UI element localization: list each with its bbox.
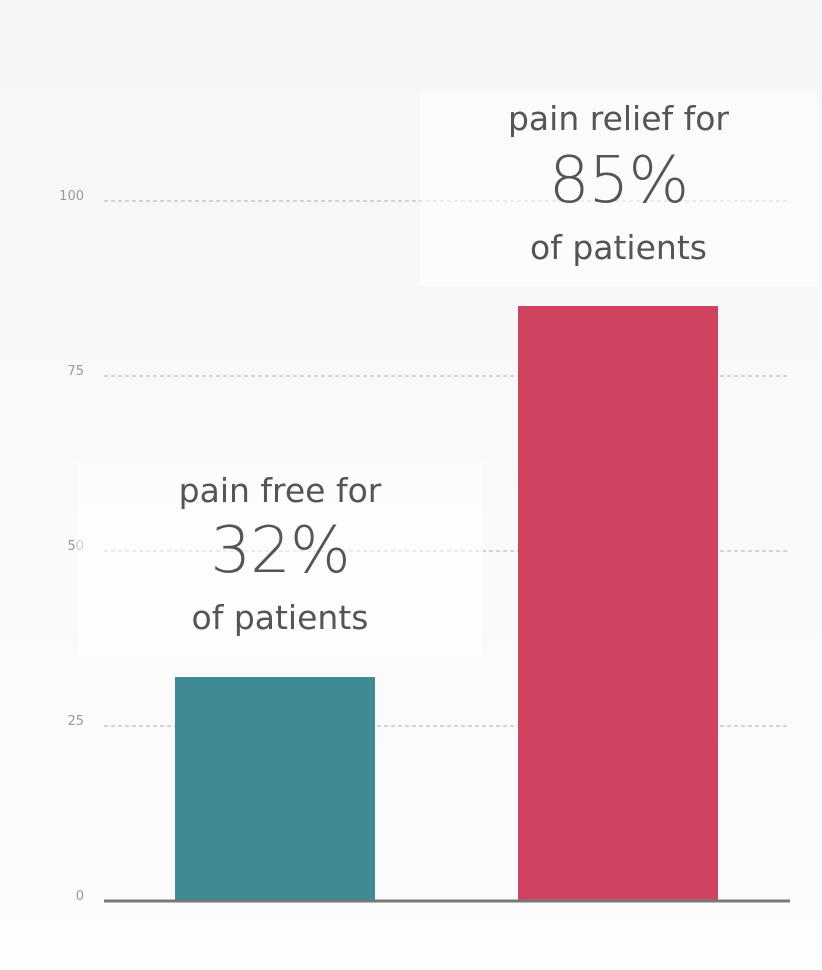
bars [175,306,718,901]
annotation-bottom-text: of patients [191,598,369,637]
annotation-card-pain-relief: pain relief for 85% of patients [420,92,817,286]
y-tick-label: 100 [59,189,84,204]
y-tick-label: 0 [76,889,84,904]
y-tick-label: 25 [67,714,84,729]
annotation-value: 85% [548,144,689,218]
annotation-card-pain-free: pain free for 32% of patients [77,462,483,656]
annotation-top-text: pain relief for [507,99,729,138]
bar [175,677,375,901]
annotation-bottom-text: of patients [530,228,707,267]
y-tick-label: 75 [67,364,84,379]
bar [518,306,718,901]
annotation-value: 32% [210,514,350,588]
annotation-top-text: pain free for [178,471,382,510]
